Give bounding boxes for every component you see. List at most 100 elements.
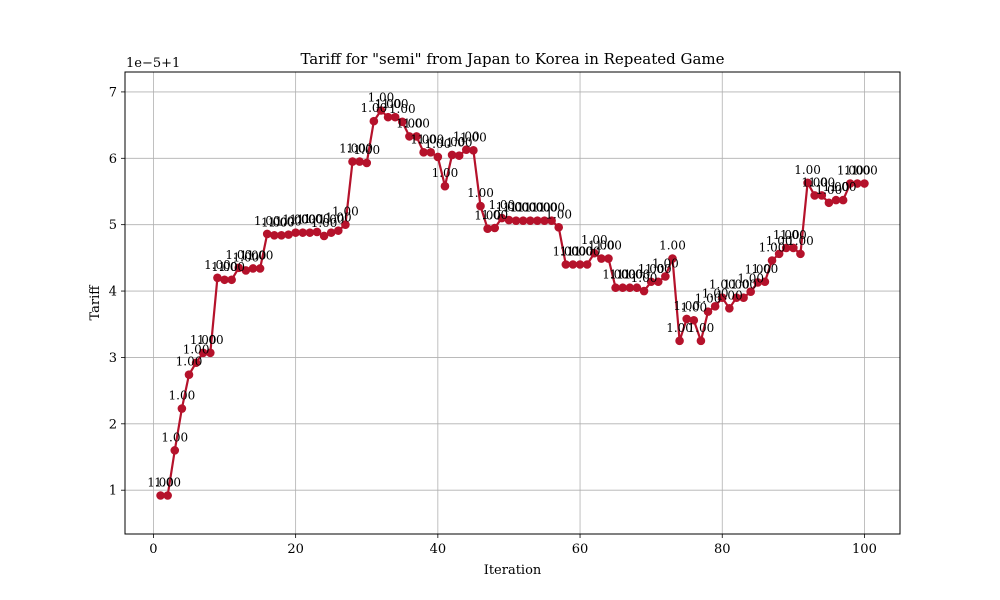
data-label: 1.00: [730, 278, 757, 292]
data-point: [604, 254, 613, 263]
data-point: [675, 336, 684, 346]
data-label: 1.00: [339, 142, 366, 156]
y-tick-label: 4: [109, 285, 117, 300]
data-point: [319, 231, 329, 241]
data-label: 1.00: [723, 278, 750, 292]
data-label: 1.00: [780, 228, 807, 242]
data-label: 1.00: [595, 239, 622, 253]
x-tick-label: 40: [430, 542, 447, 557]
data-label: 1.00: [531, 201, 558, 215]
data-label: 1.00: [673, 299, 700, 313]
data-point: [504, 215, 514, 225]
data-point: [248, 264, 258, 273]
data-label: 1.00: [218, 260, 245, 274]
data-point: [540, 216, 549, 225]
x-tick-label: 60: [572, 542, 589, 557]
x-tick-label: 100: [852, 542, 877, 557]
data-point: [774, 249, 784, 259]
data-point: [575, 260, 585, 269]
data-point: [220, 275, 229, 285]
data-label: 1.00: [602, 268, 629, 282]
data-point: [582, 260, 592, 269]
data-point: [817, 191, 827, 200]
y-tick-label: 5: [109, 218, 117, 233]
data-label: 1.00: [311, 216, 338, 230]
data-point: [831, 195, 841, 205]
data-label: 1.00: [616, 268, 643, 282]
data-label: 1.00: [275, 215, 302, 229]
data-point: [696, 336, 706, 346]
data-point: [838, 195, 848, 205]
data-label: 1.00: [154, 476, 181, 490]
data-point: [803, 178, 812, 188]
y-tick-label: 6: [109, 152, 117, 167]
data-label: 1.00: [261, 215, 288, 229]
data-point: [270, 230, 279, 240]
data-label: 1.00: [233, 250, 260, 264]
data-label: 1.00: [695, 292, 722, 306]
data-point: [312, 227, 322, 237]
data-label: 1.00: [744, 262, 771, 276]
data-label: 1.00: [403, 116, 430, 130]
data-label: 1.00: [382, 97, 409, 111]
data-label: 1.00: [503, 201, 530, 215]
data-point: [810, 191, 819, 200]
data-label: 1.00: [410, 132, 437, 146]
data-label: 1.00: [332, 205, 359, 219]
data-point: [334, 226, 343, 235]
data-point: [284, 230, 293, 239]
data-label: 1.00: [353, 143, 380, 157]
data-label: 1.00: [318, 213, 345, 227]
data-point: [618, 283, 628, 293]
data-label: 1.00: [830, 180, 857, 194]
data-label: 1.00: [446, 136, 473, 150]
data-point: [262, 229, 272, 239]
data-label: 1.00: [268, 215, 295, 229]
data-label: 1.00: [631, 271, 658, 285]
data-point: [760, 277, 770, 287]
data-point: [639, 286, 649, 296]
x-tick-label: 20: [287, 542, 304, 557]
data-point: [198, 348, 208, 358]
data-point: [447, 150, 457, 160]
data-point: [525, 216, 535, 225]
data-point: [454, 151, 464, 160]
y-tick-label: 1: [109, 484, 117, 499]
data-label: 1.00: [488, 198, 515, 212]
data-label: 1.00: [389, 102, 416, 116]
data-label: 1.00: [510, 201, 537, 215]
data-point: [369, 116, 379, 126]
data-label: 1.00: [460, 130, 487, 144]
data-point: [405, 132, 414, 141]
data-label: 1.00: [197, 333, 224, 347]
data-point: [710, 302, 720, 311]
data-label: 1.00: [360, 101, 387, 115]
data-label: 1.00: [254, 214, 281, 228]
data-point: [845, 179, 855, 188]
data-point: [689, 315, 699, 325]
data-point: [241, 266, 251, 275]
data-label: 1.00: [652, 256, 679, 270]
y-axis-label: Tariff: [88, 284, 103, 321]
data-label: 1.00: [467, 186, 494, 200]
data-label: 1.00: [211, 260, 238, 274]
data-label: 1.00: [645, 262, 672, 276]
series-line: [160, 109, 865, 497]
data-label: 1.00: [169, 389, 196, 403]
data-point: [589, 248, 599, 258]
data-point: [326, 228, 336, 237]
data-label: 1.00: [659, 239, 686, 253]
data-point: [781, 243, 791, 253]
data-label: 1.00: [481, 208, 508, 222]
data-label: 1.00: [787, 234, 814, 248]
data-label: 1.00: [574, 245, 601, 259]
data-point: [397, 117, 407, 127]
plot-frame: [124, 71, 901, 535]
data-label: 1.00: [844, 164, 871, 178]
data-label: 1.00: [709, 278, 736, 292]
data-point: [739, 293, 748, 302]
data-label: 1.00: [688, 321, 715, 335]
data-point: [568, 260, 578, 269]
data-label: 1.00: [375, 97, 402, 111]
data-label: 1.00: [851, 164, 878, 178]
